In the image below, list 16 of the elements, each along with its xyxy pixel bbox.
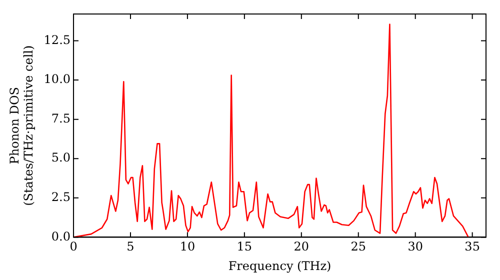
x-tick-label: 20: [294, 240, 310, 254]
x-tick-label: 25: [350, 240, 366, 254]
y-tick-label: 12.5: [44, 32, 71, 47]
x-tick-label: 35: [464, 240, 480, 254]
y-tick-label: 5.0: [51, 150, 71, 165]
y-tick-label: 2.5: [51, 190, 71, 204]
x-axis-title: Frequency (THz): [228, 258, 332, 273]
x-tick-label: 30: [408, 240, 423, 254]
x-tick-label: 10: [180, 240, 196, 254]
y-axis-title: Phonon DOS (States/THz·primitive cell): [7, 45, 36, 206]
x-tick-label: 0: [70, 240, 78, 254]
x-tick-label: 5: [126, 240, 134, 254]
y-tick-label: 10.0: [44, 72, 71, 86]
y-tick-label: 0.0: [51, 229, 71, 244]
y-tick-label: 7.5: [51, 111, 71, 126]
x-tick-label: 15: [236, 240, 252, 254]
